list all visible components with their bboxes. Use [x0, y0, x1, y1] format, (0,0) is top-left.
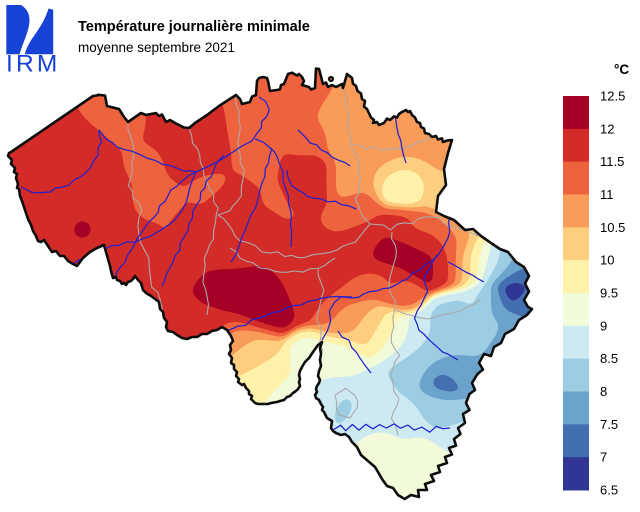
svg-text:7: 7 — [600, 450, 607, 465]
svg-text:°C: °C — [614, 62, 629, 77]
svg-text:moyenne septembre 2021: moyenne septembre 2021 — [78, 40, 235, 55]
svg-text:10.5: 10.5 — [600, 220, 625, 235]
svg-text:8.5: 8.5 — [600, 351, 618, 366]
svg-text:11: 11 — [600, 187, 614, 202]
svg-text:8: 8 — [600, 384, 607, 399]
svg-text:IRM: IRM — [6, 51, 61, 78]
svg-text:9.5: 9.5 — [600, 286, 618, 301]
svg-text:6.5: 6.5 — [600, 483, 618, 498]
svg-text:12.5: 12.5 — [600, 89, 625, 104]
svg-text:11.5: 11.5 — [600, 154, 624, 169]
svg-text:Température journalière minima: Température journalière minimale — [78, 19, 310, 35]
svg-text:10: 10 — [600, 253, 614, 268]
svg-text:9: 9 — [600, 318, 607, 333]
svg-text:7.5: 7.5 — [600, 417, 618, 432]
svg-text:12: 12 — [600, 121, 614, 136]
